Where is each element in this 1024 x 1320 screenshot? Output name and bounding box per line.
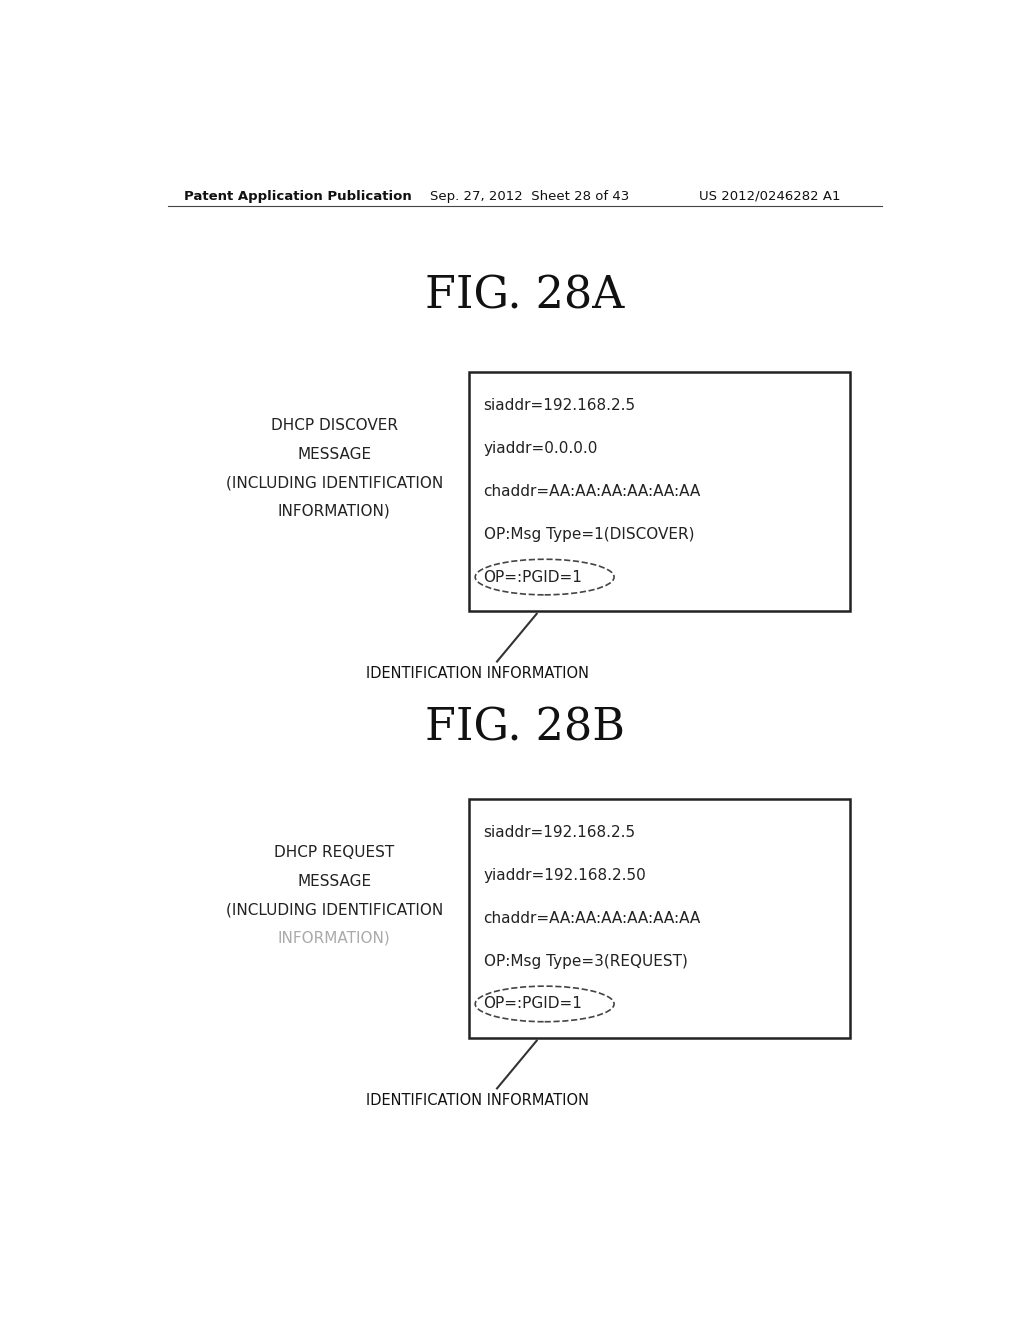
Text: OP=:PGID=1: OP=:PGID=1 (483, 569, 583, 585)
Text: IDENTIFICATION INFORMATION: IDENTIFICATION INFORMATION (366, 667, 589, 681)
Text: OP:Msg Type=1(DISCOVER): OP:Msg Type=1(DISCOVER) (483, 527, 694, 541)
Text: MESSAGE: MESSAGE (297, 874, 372, 888)
Text: chaddr=AA:AA:AA:AA:AA:AA: chaddr=AA:AA:AA:AA:AA:AA (483, 911, 700, 925)
Text: yiaddr=192.168.2.50: yiaddr=192.168.2.50 (483, 867, 646, 883)
Text: INFORMATION): INFORMATION) (278, 504, 391, 519)
Text: DHCP REQUEST: DHCP REQUEST (274, 845, 394, 861)
Text: siaddr=192.168.2.5: siaddr=192.168.2.5 (483, 825, 636, 840)
Text: (INCLUDING IDENTIFICATION: (INCLUDING IDENTIFICATION (225, 475, 443, 490)
Text: MESSAGE: MESSAGE (297, 446, 372, 462)
Text: FIG. 28B: FIG. 28B (425, 706, 625, 750)
Bar (469, 799, 850, 1038)
Text: yiaddr=0.0.0.0: yiaddr=0.0.0.0 (483, 441, 598, 455)
Text: (INCLUDING IDENTIFICATION: (INCLUDING IDENTIFICATION (225, 902, 443, 917)
Ellipse shape (475, 986, 614, 1022)
Text: INFORMATION): INFORMATION) (278, 931, 391, 945)
Text: IDENTIFICATION INFORMATION: IDENTIFICATION INFORMATION (366, 1093, 589, 1107)
Text: chaddr=AA:AA:AA:AA:AA:AA: chaddr=AA:AA:AA:AA:AA:AA (483, 483, 700, 499)
Text: FIG. 28A: FIG. 28A (425, 275, 625, 317)
Text: OP=:PGID=1: OP=:PGID=1 (483, 997, 583, 1011)
Text: OP:Msg Type=3(REQUEST): OP:Msg Type=3(REQUEST) (483, 953, 687, 969)
Text: US 2012/0246282 A1: US 2012/0246282 A1 (699, 190, 841, 202)
Text: DHCP DISCOVER: DHCP DISCOVER (270, 418, 398, 433)
Text: Patent Application Publication: Patent Application Publication (183, 190, 412, 202)
Text: siaddr=192.168.2.5: siaddr=192.168.2.5 (483, 399, 636, 413)
Ellipse shape (475, 560, 614, 595)
Text: Sep. 27, 2012  Sheet 28 of 43: Sep. 27, 2012 Sheet 28 of 43 (430, 190, 629, 202)
Bar (469, 372, 850, 611)
